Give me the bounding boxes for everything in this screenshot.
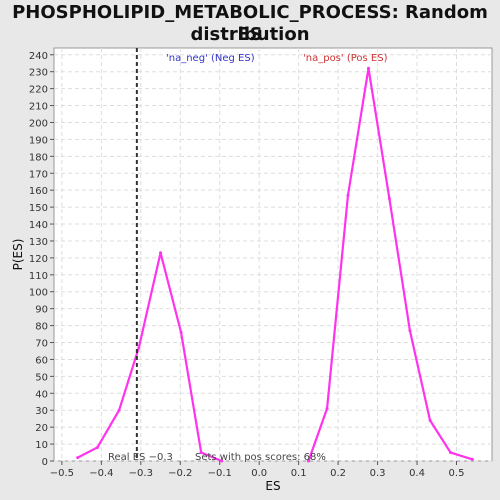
x-tick-label: 0.2 — [330, 468, 346, 479]
data-point — [326, 407, 329, 410]
pos-scores-label: Sets with pos scores: 68% — [195, 452, 326, 463]
x-tick-label: −0.3 — [129, 468, 153, 479]
x-tick-label: 0.3 — [370, 468, 386, 479]
x-tick-label: −0.4 — [89, 468, 113, 479]
y-tick-label: 40 — [35, 389, 48, 400]
series-label-pos: 'na_pos' (Pos ES) — [303, 53, 388, 64]
y-tick-label: 130 — [29, 237, 48, 248]
data-point — [429, 419, 432, 422]
x-tick-label: 0.0 — [251, 468, 267, 479]
x-tick-label: −0.2 — [168, 468, 192, 479]
y-tick-label: 120 — [29, 254, 48, 265]
x-tick-label: −0.1 — [208, 468, 232, 479]
y-tick-label: 210 — [29, 102, 48, 113]
y-tick-label: 160 — [29, 186, 48, 197]
x-tick-label: −0.5 — [50, 468, 74, 479]
data-point — [159, 251, 162, 254]
y-tick-label: 170 — [29, 169, 48, 180]
y-tick-label: 60 — [35, 355, 48, 366]
data-point — [367, 67, 370, 70]
y-tick-label: 80 — [35, 322, 48, 333]
data-point — [449, 451, 452, 454]
y-tick-label: 150 — [29, 203, 48, 214]
y-tick-label: 140 — [29, 220, 48, 231]
real-es-label: Real ES −0.3 — [108, 452, 173, 463]
y-tick-label: 240 — [29, 51, 48, 62]
x-axis-label: ES — [265, 479, 280, 493]
series-label-neg: 'na_neg' (Neg ES) — [166, 53, 255, 64]
data-point — [471, 458, 474, 461]
y-tick-label: 90 — [35, 305, 48, 316]
data-point — [346, 194, 349, 197]
y-tick-label: 10 — [35, 440, 48, 451]
y-tick-label: 200 — [29, 118, 48, 129]
data-point — [408, 329, 411, 332]
y-tick-label: 30 — [35, 406, 48, 417]
x-tick-label: 0.5 — [449, 468, 465, 479]
y-tick-label: 100 — [29, 288, 48, 299]
y-axis-label: P(ES) — [11, 239, 25, 271]
data-point — [96, 446, 99, 449]
y-tick-label: 50 — [35, 372, 48, 383]
x-tick-label: 0.4 — [409, 468, 425, 479]
data-point — [118, 409, 121, 412]
y-tick-label: 220 — [29, 85, 48, 96]
y-tick-label: 0 — [42, 457, 48, 468]
y-tick-label: 180 — [29, 152, 48, 163]
data-point — [180, 331, 183, 334]
y-tick-label: 110 — [29, 271, 48, 282]
y-tick-label: 230 — [29, 68, 48, 79]
y-tick-label: 20 — [35, 423, 48, 434]
y-tick-label: 70 — [35, 339, 48, 350]
data-point — [388, 197, 391, 200]
y-tick-label: 190 — [29, 135, 48, 146]
x-tick-label: 0.1 — [291, 468, 307, 479]
data-point — [137, 346, 140, 349]
data-point — [76, 456, 79, 459]
